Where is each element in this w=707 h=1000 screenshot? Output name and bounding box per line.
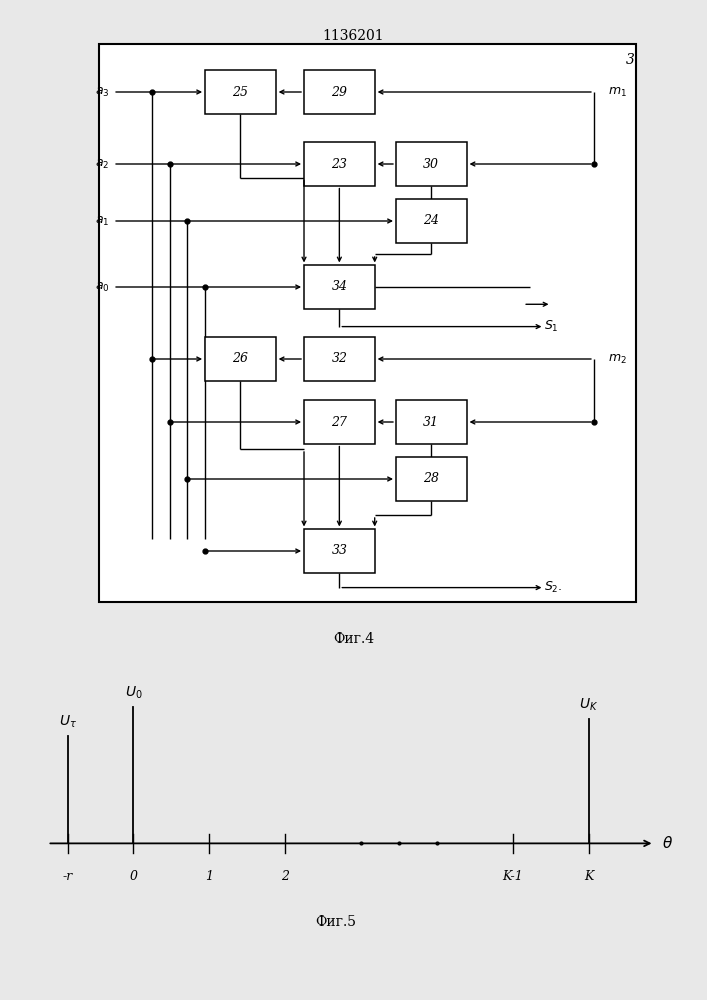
Text: 1: 1 (205, 870, 214, 883)
Text: $a_3$: $a_3$ (95, 85, 110, 99)
Text: $a_1$: $a_1$ (95, 214, 110, 228)
Bar (304, 337, 375, 381)
Bar (396, 199, 467, 243)
Text: $U_0$: $U_0$ (124, 684, 142, 701)
Text: 33: 33 (332, 544, 347, 558)
Text: -r: -r (63, 870, 73, 883)
Text: $U_K$: $U_K$ (579, 696, 598, 713)
Bar (304, 400, 375, 444)
Text: $m_2$: $m_2$ (608, 352, 627, 366)
Text: 30: 30 (423, 157, 439, 170)
Bar (396, 142, 467, 186)
Text: 34: 34 (332, 280, 347, 294)
Bar (99, 44, 636, 602)
Text: $a_0$: $a_0$ (95, 280, 110, 294)
Text: 26: 26 (233, 353, 248, 365)
Text: 28: 28 (423, 473, 439, 486)
Text: 3: 3 (626, 53, 635, 67)
Text: Фиг.4: Фиг.4 (333, 632, 374, 646)
Text: $m_1$: $m_1$ (608, 85, 627, 99)
Text: 31: 31 (423, 416, 439, 428)
Text: $S_2.$: $S_2.$ (544, 580, 563, 595)
Text: 25: 25 (233, 86, 248, 99)
Bar (304, 70, 375, 114)
Text: $U_\tau$: $U_\tau$ (59, 714, 77, 730)
Bar (205, 337, 276, 381)
Bar (304, 142, 375, 186)
Bar (396, 400, 467, 444)
Text: 27: 27 (332, 416, 347, 428)
Bar (396, 457, 467, 501)
Text: 0: 0 (129, 870, 137, 883)
Text: 1136201: 1136201 (322, 29, 385, 43)
Text: $\theta$: $\theta$ (662, 835, 673, 851)
Text: 24: 24 (423, 215, 439, 228)
Text: 23: 23 (332, 157, 347, 170)
Text: $a_2$: $a_2$ (95, 157, 110, 171)
Text: Фиг.5: Фиг.5 (315, 915, 356, 929)
Text: 32: 32 (332, 353, 347, 365)
Text: 2: 2 (281, 870, 289, 883)
Text: K-1: K-1 (503, 870, 523, 883)
Bar (304, 265, 375, 309)
Text: 29: 29 (332, 86, 347, 99)
Text: $S_1$: $S_1$ (544, 319, 559, 334)
Bar (205, 70, 276, 114)
Bar (304, 529, 375, 573)
Text: K: K (584, 870, 593, 883)
